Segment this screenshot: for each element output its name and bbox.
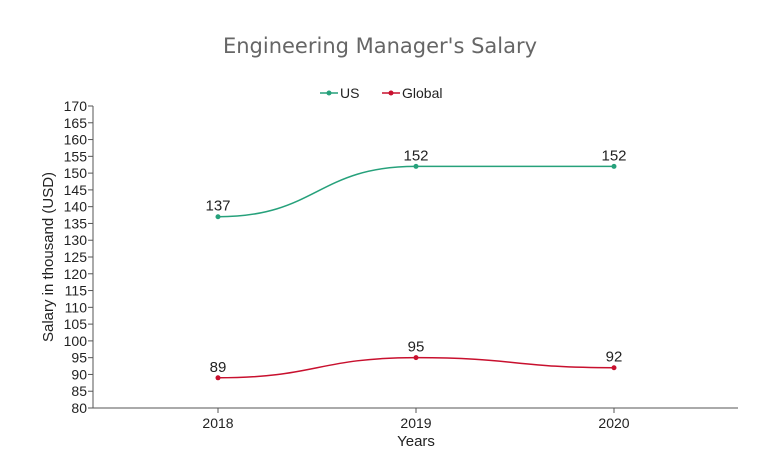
series-line	[217, 356, 615, 379]
chart-title: Engineering Manager's Salary	[223, 34, 537, 58]
x-axis: 2018 2019 2020	[93, 407, 738, 431]
data-point[interactable]	[611, 163, 617, 169]
y-axis: 8085909510010511011512012513013514014515…	[64, 98, 94, 416]
y-tick-label: 115	[65, 283, 88, 299]
series-us: 137 152 152	[205, 147, 627, 220]
data-point[interactable]	[215, 214, 221, 220]
x-axis-label: Years	[397, 433, 435, 450]
legend-label: US	[340, 85, 359, 101]
data-label: 92	[606, 349, 623, 366]
y-tick-label: 120	[64, 266, 88, 282]
y-tick-label: 145	[64, 182, 88, 198]
data-label: 89	[210, 359, 227, 376]
y-tick-label: 95	[71, 350, 87, 366]
data-label: 95	[408, 339, 425, 356]
data-point[interactable]	[215, 375, 221, 381]
y-tick-label: 80	[71, 400, 87, 416]
legend-swatch-dot	[326, 90, 332, 96]
data-label: 152	[601, 147, 626, 164]
legend-item[interactable]: US	[320, 85, 359, 101]
series-global: 89 95 92	[210, 339, 623, 381]
x-tick-label: 2019	[400, 415, 431, 431]
legend-label: Global	[402, 85, 442, 101]
legend-swatch-dot	[388, 90, 394, 96]
legend-item[interactable]: Global	[382, 85, 442, 101]
y-tick-label: 135	[64, 215, 88, 231]
y-tick-label: 170	[64, 98, 88, 114]
y-tick-label: 90	[71, 366, 87, 382]
y-tick-label: 155	[64, 148, 88, 164]
data-point[interactable]	[611, 365, 617, 371]
y-tick-label: 110	[65, 299, 88, 315]
data-label: 137	[205, 198, 230, 215]
y-tick-label: 85	[71, 383, 87, 399]
y-tick-label: 100	[64, 333, 88, 349]
y-tick-label: 130	[64, 232, 88, 248]
data-label: 152	[403, 147, 428, 164]
x-tick-label: 2018	[202, 415, 233, 431]
y-axis-label: Salary in thousand (USD)	[40, 172, 57, 342]
y-tick-label: 160	[64, 132, 88, 148]
data-point[interactable]	[413, 355, 419, 361]
y-tick-label: 125	[64, 249, 88, 265]
y-tick-label: 165	[64, 115, 88, 131]
series-line	[217, 165, 614, 218]
x-tick-label: 2020	[598, 415, 629, 431]
y-tick-label: 150	[64, 165, 88, 181]
data-point[interactable]	[413, 163, 419, 169]
y-tick-label: 140	[64, 199, 88, 215]
y-tick-label: 105	[64, 316, 88, 332]
legend: US Global	[320, 85, 442, 101]
series-layer: 137 152 152 89 95 92	[205, 147, 627, 381]
